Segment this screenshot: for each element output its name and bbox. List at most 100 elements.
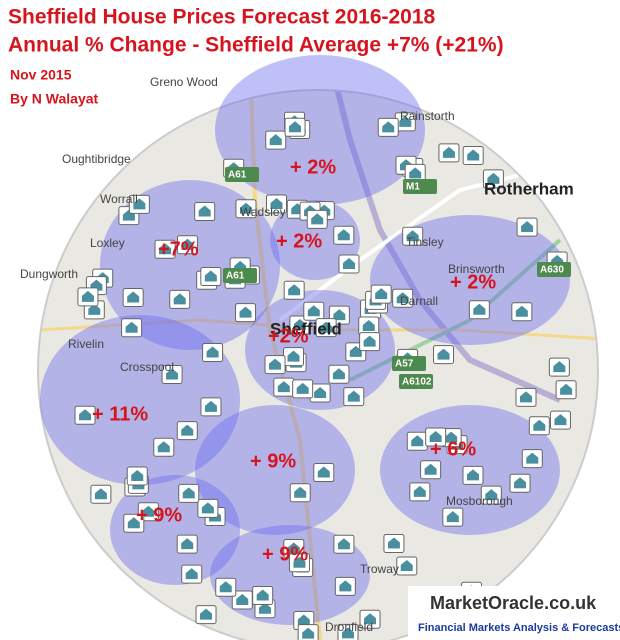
- place-label: Dronfield: [325, 620, 373, 634]
- place-label: Oughtibridge: [62, 152, 131, 166]
- house-icon: [204, 400, 217, 412]
- house-icon: [302, 627, 315, 639]
- house-icon: [185, 568, 198, 580]
- house-icon: [487, 172, 500, 184]
- house-icon: [142, 505, 155, 517]
- road-label: A630: [540, 265, 564, 276]
- place-label: Troway: [360, 562, 399, 576]
- house-icon: [127, 517, 140, 529]
- house-icon: [375, 288, 388, 300]
- author: By N Walayat: [10, 91, 99, 107]
- road-label: M1: [406, 182, 420, 193]
- region-forecast: + 11%: [92, 403, 148, 425]
- logo-tagline: Financial Markets Analysis & Forecasts: [418, 622, 620, 634]
- place-label: Loxley: [90, 236, 125, 250]
- house-icon: [201, 502, 214, 514]
- house-icon: [341, 627, 354, 639]
- house-markers: [74, 111, 577, 640]
- place-label: Rotherham: [484, 179, 574, 198]
- house-icon: [560, 383, 573, 395]
- house-icon: [349, 345, 362, 357]
- house-icon: [396, 292, 409, 304]
- date: Nov 2015: [10, 67, 72, 83]
- region-forecast: + 2%: [450, 271, 496, 293]
- house-icon: [166, 368, 179, 380]
- house-icon: [219, 581, 232, 593]
- house-icon: [181, 538, 194, 550]
- house-icon: [287, 350, 300, 362]
- house-icon: [277, 381, 290, 393]
- place-label: Rainstorth: [400, 109, 455, 123]
- house-icon: [333, 309, 346, 321]
- house-icon: [198, 205, 211, 217]
- house-icon: [81, 290, 94, 302]
- house-icon: [296, 382, 309, 394]
- house-icon: [387, 537, 400, 549]
- road-badge: [403, 179, 437, 194]
- logo-name: MarketOracle.co.uk: [430, 593, 597, 613]
- road-label: A57: [395, 359, 414, 370]
- house-icon: [411, 435, 424, 447]
- region-forecast: + 2%: [276, 230, 322, 252]
- house-icon: [256, 589, 269, 601]
- house-icon: [337, 538, 350, 550]
- house-icon: [466, 469, 479, 481]
- house-icon: [294, 486, 307, 498]
- house-icon: [521, 221, 534, 233]
- house-icon: [297, 614, 310, 626]
- house-icon: [399, 115, 412, 127]
- house-icon: [406, 230, 419, 242]
- road-badge: [399, 374, 433, 389]
- house-icon: [157, 441, 170, 453]
- house-icon: [88, 303, 101, 315]
- house-icon: [413, 485, 426, 497]
- house-icon: [445, 431, 458, 443]
- house-icon: [526, 452, 539, 464]
- place-label: Greno Wood: [150, 75, 218, 89]
- house-icon: [347, 390, 360, 402]
- road-badge: [225, 167, 259, 182]
- house-icon: [269, 134, 282, 146]
- road-label: A61: [228, 170, 247, 181]
- region-forecast: + 9%: [262, 543, 308, 565]
- place-label: Wadsley: [240, 205, 286, 219]
- house-icon: [317, 466, 330, 478]
- house-icon: [131, 470, 144, 482]
- house-icon: [424, 463, 437, 475]
- house-icon: [554, 414, 567, 426]
- house-icon: [289, 121, 302, 133]
- house-icon: [515, 305, 528, 317]
- house-icon: [382, 121, 395, 133]
- road-label: A61: [226, 271, 245, 282]
- place-label: Mosborough: [446, 494, 513, 508]
- house-icon: [362, 320, 375, 332]
- house-icon: [400, 559, 413, 571]
- house-icon: [332, 368, 345, 380]
- region-forecast: +2%: [268, 325, 309, 347]
- house-icon: [182, 487, 195, 499]
- house-icon: [337, 229, 350, 241]
- house-icon: [342, 258, 355, 270]
- region-forecast: +7%: [158, 238, 199, 260]
- road-badge: [537, 262, 571, 277]
- house-icon: [442, 146, 455, 158]
- house-icon: [307, 305, 320, 317]
- house-icon: [364, 613, 377, 625]
- house-icon: [485, 489, 498, 501]
- house-icon: [446, 511, 459, 523]
- place-label: Crosspool: [120, 360, 174, 374]
- house-icon: [429, 430, 442, 442]
- place-label: Rivelin: [68, 337, 104, 351]
- place-label: Tinsley: [406, 235, 444, 249]
- house-icon: [159, 243, 172, 255]
- house-icon: [293, 319, 306, 331]
- house-icon: [181, 238, 194, 250]
- place-label: Dungworth: [20, 267, 78, 281]
- region-forecast: + 2%: [290, 156, 336, 178]
- house-icon: [125, 321, 138, 333]
- house-icon: [206, 346, 219, 358]
- house-icon: [467, 149, 480, 161]
- house-icon: [133, 198, 146, 210]
- house-icon: [533, 419, 546, 431]
